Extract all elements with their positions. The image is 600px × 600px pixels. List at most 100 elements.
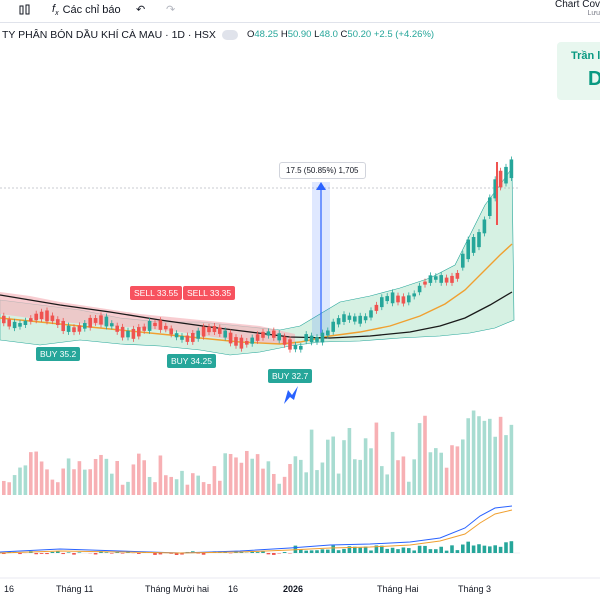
volume-bar xyxy=(363,438,368,495)
volume-bar xyxy=(374,422,379,495)
macd-bar xyxy=(315,550,319,553)
candle xyxy=(304,334,308,342)
candle xyxy=(2,315,6,324)
indicators-button[interactable]: fx Các chỉ báo xyxy=(52,3,121,17)
volume-bar xyxy=(299,459,303,495)
volume-bar xyxy=(477,416,481,495)
volume-bar xyxy=(201,482,206,495)
buy-signal-1[interactable]: BUY 35.2 xyxy=(36,347,81,361)
eye-icon[interactable] xyxy=(222,30,238,40)
candle xyxy=(369,310,373,318)
volume-bar xyxy=(56,482,60,495)
x-label-16a: 16 xyxy=(4,584,15,594)
volume-bar xyxy=(309,429,314,495)
candle xyxy=(7,319,11,327)
volume-bar xyxy=(39,461,44,495)
candle xyxy=(56,319,60,326)
candle xyxy=(185,335,190,342)
macd-bar xyxy=(477,544,481,553)
macd-bar xyxy=(326,549,330,553)
volume-bar xyxy=(234,457,238,495)
x-label-2026: 2026 xyxy=(283,584,304,594)
candle xyxy=(39,311,44,320)
volume-bar xyxy=(7,482,11,495)
candle xyxy=(72,327,76,333)
macd-bar xyxy=(358,547,362,553)
macd-bar xyxy=(72,553,76,555)
candle xyxy=(320,332,325,343)
volume-bar xyxy=(261,468,265,495)
macd-bar xyxy=(390,547,395,553)
candle xyxy=(277,333,281,341)
volume-bar xyxy=(185,484,190,495)
volume-bar xyxy=(385,474,389,495)
volume-bar xyxy=(250,458,254,495)
buy-signal-2[interactable]: BUY 34.25 xyxy=(167,354,216,368)
candle xyxy=(115,325,119,332)
x-label-thang3: Tháng 3 xyxy=(458,584,492,594)
card-line1: Trần l xyxy=(571,50,600,62)
volume-bar xyxy=(93,458,98,495)
symbol-title[interactable]: TY PHÂN BÓN DẦU KHÍ CÀ MAU · 1D · HSX xyxy=(2,29,216,41)
macd-bar xyxy=(39,553,44,554)
candle xyxy=(23,320,28,325)
candle xyxy=(255,334,260,341)
candle xyxy=(417,285,422,293)
candle xyxy=(353,316,357,322)
macd-bar xyxy=(455,550,460,553)
candle xyxy=(434,276,438,280)
candle xyxy=(45,310,49,322)
macd-bar xyxy=(120,553,125,554)
volume-bar xyxy=(315,470,319,495)
volume-bar xyxy=(509,424,514,495)
candle xyxy=(326,330,330,336)
sell-signal-2[interactable]: SELL 33.35 xyxy=(183,286,236,300)
candle xyxy=(180,336,184,340)
candle xyxy=(153,322,157,327)
macd-bar xyxy=(266,553,271,555)
candle xyxy=(488,197,492,216)
redo-icon[interactable]: ↷ xyxy=(166,4,176,16)
compare-icon[interactable] xyxy=(18,3,32,17)
chart-cover-button[interactable]: Chart Cov Lưu xyxy=(550,0,600,22)
volume-bar xyxy=(444,467,449,495)
candle xyxy=(461,253,465,268)
volume-bar xyxy=(2,480,6,495)
candle xyxy=(407,295,411,303)
volume-bar xyxy=(158,455,163,495)
buy-signal-3[interactable]: BUY 32.7 xyxy=(268,369,313,383)
high-value: 50.90 xyxy=(287,29,312,40)
sell-signal-1[interactable]: SELL 33.55 xyxy=(130,286,183,300)
volume-bar xyxy=(358,459,362,495)
volume-bar xyxy=(272,473,276,495)
volume-bar xyxy=(417,423,422,495)
volume-bar xyxy=(255,454,260,495)
candle xyxy=(498,170,503,188)
volume-bar xyxy=(336,473,341,495)
macd-bar xyxy=(363,546,368,553)
volume-bar xyxy=(326,439,330,495)
ohlc-values: O48.25 H50.90 L48.0 C50.20 +2.5 (+4.26%) xyxy=(247,29,434,40)
macd-bar xyxy=(66,552,71,553)
open-value: 48.25 xyxy=(254,29,279,40)
undo-icon[interactable]: ↶ xyxy=(136,4,146,16)
macd-bar xyxy=(374,545,379,553)
volume-bar xyxy=(66,458,71,495)
low-value: 48.0 xyxy=(319,29,338,40)
volume-bar xyxy=(423,415,427,495)
volume-bar xyxy=(45,469,49,495)
ceiling-card[interactable]: Trần l D xyxy=(557,42,600,100)
volume-bar xyxy=(180,470,184,495)
candle xyxy=(466,239,470,260)
volume-bar xyxy=(407,481,411,495)
candle xyxy=(412,293,416,297)
x-label-thang2: Tháng Hai xyxy=(377,584,419,594)
volume-bar xyxy=(18,467,22,495)
macd-bar xyxy=(61,553,65,555)
volume-bar xyxy=(12,475,17,495)
volume-bar xyxy=(207,483,211,495)
candle xyxy=(331,321,335,332)
volume-bar xyxy=(99,454,103,495)
candle xyxy=(12,321,17,329)
